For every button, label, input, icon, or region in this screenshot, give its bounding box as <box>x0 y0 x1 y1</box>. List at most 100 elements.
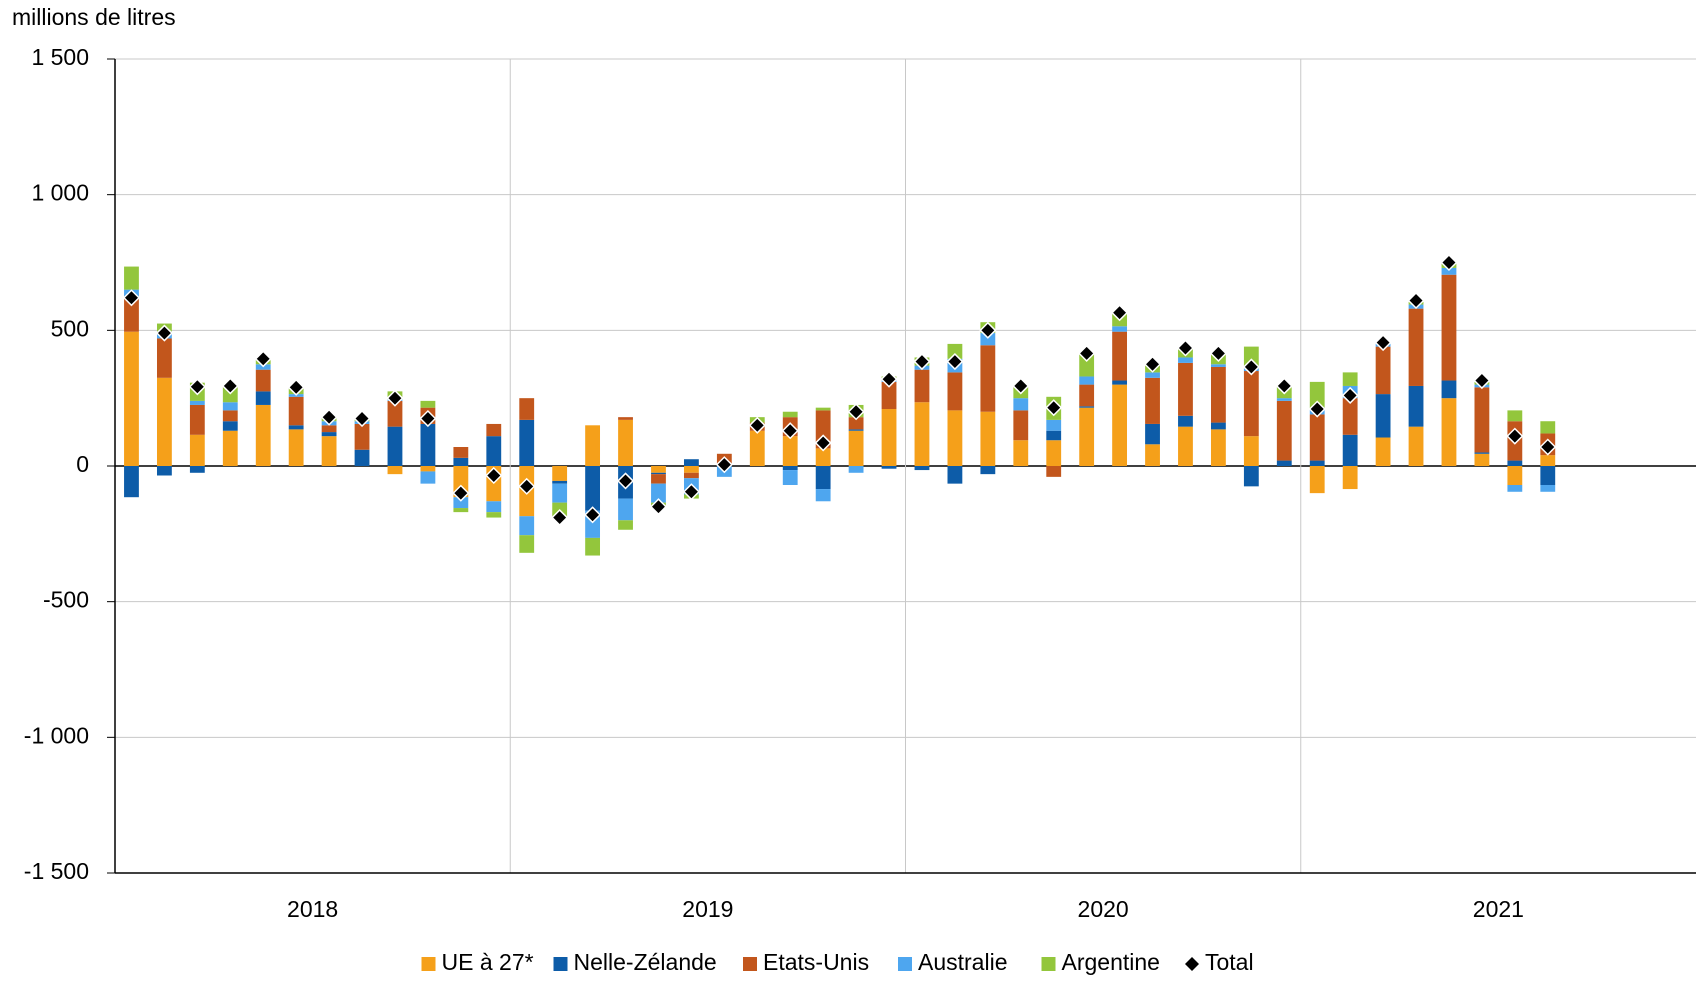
total-marker <box>748 416 766 434</box>
bar-segment <box>881 466 897 469</box>
bar-segment <box>782 466 798 471</box>
bar-segment <box>1145 377 1160 424</box>
total-marker <box>221 377 239 395</box>
bar-segment <box>124 331 139 466</box>
total-marker <box>551 508 569 527</box>
bar-segment <box>683 459 699 466</box>
total-marker <box>122 289 141 307</box>
bar-segment <box>519 516 535 536</box>
bar-segment <box>618 498 633 521</box>
y-tick-label: -500 <box>43 587 89 613</box>
total-marker <box>1275 377 1293 395</box>
total-marker <box>1308 400 1326 418</box>
bar-segment <box>255 369 271 392</box>
x-tick-label: 2021 <box>1473 896 1524 922</box>
bar-segment <box>453 447 469 458</box>
legend-label: Etats-Unis <box>763 949 869 975</box>
bar-segment <box>1178 357 1193 363</box>
total-marker <box>616 472 635 490</box>
bar-segment <box>651 474 666 484</box>
bar-segment <box>453 508 469 513</box>
bar-segment <box>618 419 633 466</box>
legend-swatch <box>1041 957 1056 971</box>
total-marker <box>320 408 338 426</box>
bar-segment <box>914 369 930 403</box>
bar-segment <box>1243 346 1259 367</box>
bar-segment <box>651 466 666 473</box>
bar-segment <box>354 449 370 466</box>
total-marker <box>946 352 964 371</box>
bar-segment <box>124 266 139 290</box>
legend-swatch <box>743 957 757 971</box>
bar-segment <box>321 432 337 437</box>
bar-segment <box>1243 436 1259 466</box>
bar-segment <box>881 381 897 410</box>
bar-segment <box>1079 406 1095 408</box>
bar-segment <box>782 411 798 418</box>
total-marker <box>1242 358 1260 376</box>
bar-segment <box>1013 440 1029 466</box>
bar-segment <box>1540 455 1556 466</box>
bar-segment <box>486 436 502 466</box>
total-marker <box>913 352 931 371</box>
bar-segment <box>585 425 601 466</box>
bar-segment <box>387 426 403 466</box>
bar-segment <box>947 372 963 411</box>
bar-segment <box>980 411 996 466</box>
bar-segment <box>387 400 403 427</box>
bar-segment <box>288 429 304 466</box>
legend-label: UE à 27* <box>442 949 534 975</box>
legend-label: Australie <box>918 949 1007 975</box>
bar-segment <box>947 343 963 359</box>
bar-segment <box>1375 437 1391 466</box>
bar-segment <box>1441 380 1457 399</box>
bar-segment <box>947 410 963 466</box>
bar-segment <box>782 436 798 466</box>
total-marker <box>781 422 799 440</box>
bar-segment <box>683 472 699 479</box>
bar-segment <box>1507 484 1523 492</box>
total-marker <box>649 498 668 516</box>
bar-segment <box>420 400 436 408</box>
total-marker <box>1143 355 1162 373</box>
bar-segment <box>848 430 864 466</box>
unit-label: millions de litres <box>12 4 176 30</box>
bar-segment <box>1540 484 1556 492</box>
total-marker <box>188 378 206 396</box>
bar-segment <box>124 466 139 498</box>
bar-segment <box>980 466 996 475</box>
bar-segment <box>1540 466 1556 485</box>
bar-segment <box>1178 415 1193 427</box>
bar-segment <box>1112 331 1128 381</box>
bar-segment <box>189 400 205 405</box>
bar-segment <box>156 338 172 378</box>
bar-segment <box>1276 400 1292 461</box>
bar-segment <box>1178 426 1193 466</box>
bar-segment <box>486 501 502 513</box>
bar-segment <box>1474 453 1490 466</box>
total-marker <box>386 389 404 407</box>
x-tick-label: 2020 <box>1078 896 1129 922</box>
bar-segment <box>321 425 337 433</box>
bar-segment <box>156 466 172 476</box>
bar-segment <box>1441 274 1457 381</box>
legend-swatch <box>421 957 436 971</box>
bar-segment <box>1474 452 1490 454</box>
bar-segment <box>1408 308 1424 386</box>
bar-segment <box>222 402 238 411</box>
legend-label: Total <box>1205 949 1254 975</box>
bar-segment <box>453 497 469 509</box>
bar-segment <box>1145 423 1160 445</box>
bar-segment <box>1342 398 1358 435</box>
bar-segment <box>980 333 996 346</box>
bar-segment <box>222 430 238 466</box>
y-tick-label: 1 000 <box>31 180 89 206</box>
bar-segment <box>618 520 633 530</box>
bar-segment <box>519 535 535 553</box>
total-marker <box>1473 371 1491 390</box>
bar-segment <box>189 434 205 466</box>
y-tick-label: -1 500 <box>24 858 89 884</box>
bar-segment <box>1540 421 1556 434</box>
bar-segment <box>486 512 502 518</box>
